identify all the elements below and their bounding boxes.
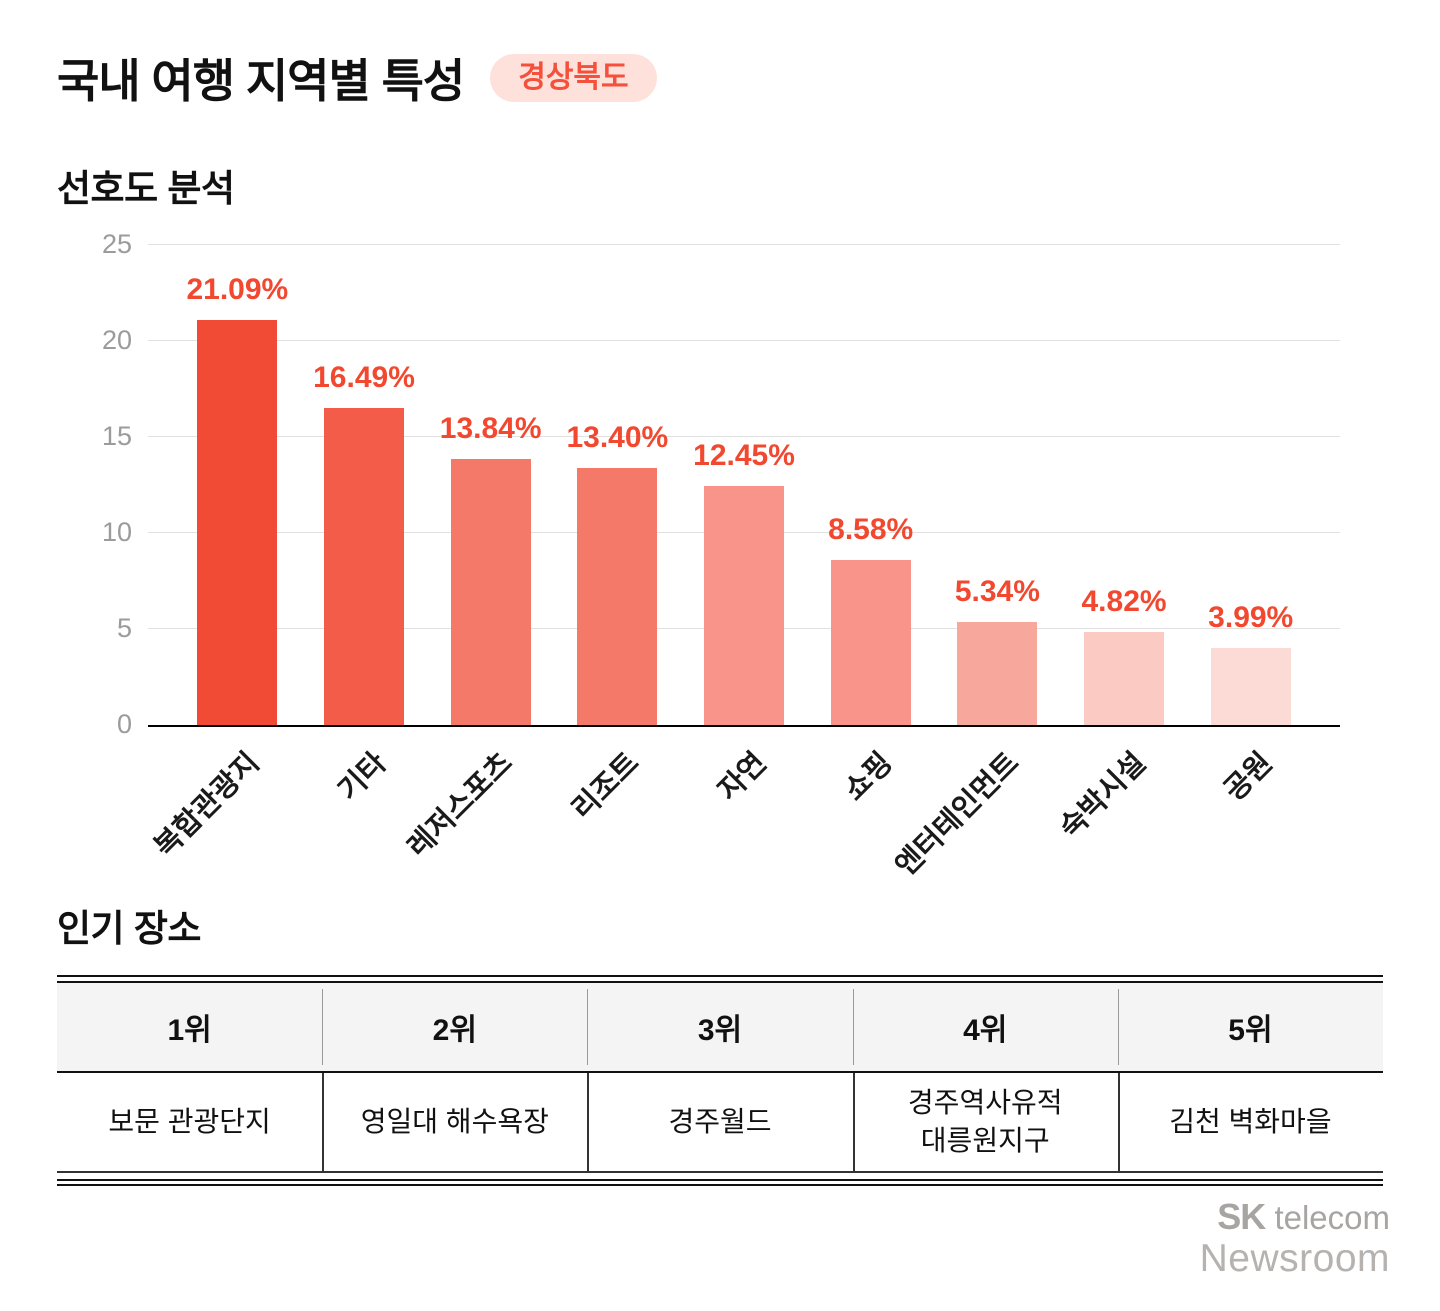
bar <box>1084 632 1165 725</box>
bar-slot: 13.84% 레저스포츠 <box>402 247 554 863</box>
region-badge: 경상북도 <box>490 54 657 102</box>
table-header-cell: 1위 <box>167 1014 212 1047</box>
x-axis-label: 공원 <box>1218 746 1279 808</box>
x-axis-label: 기타 <box>331 746 393 808</box>
bar <box>957 622 1038 725</box>
gridline-y-15 <box>148 436 1340 437</box>
bar <box>830 560 911 725</box>
brand-sk: SK <box>1217 1196 1266 1237</box>
bar-value-label: 4.82% <box>1081 585 1167 619</box>
bar-slot: 3.99% 공원 <box>1187 247 1314 807</box>
bar <box>704 485 785 725</box>
table-top-rule-2 <box>57 981 1383 983</box>
y-axis-tick-20: 20 <box>101 325 132 355</box>
table-header-cell: 5위 <box>1117 989 1383 1065</box>
bar-slot: 13.40% 리조트 <box>554 247 681 826</box>
table-header-divider <box>57 1071 1383 1073</box>
y-axis-tick-5: 5 <box>116 613 132 643</box>
x-axis-label: 자연 <box>711 746 773 808</box>
bar-value-label: 16.49% <box>313 361 415 395</box>
bar-value-label: 5.34% <box>954 575 1040 609</box>
bar-value-label: 13.40% <box>566 420 669 454</box>
bar-value-label: 3.99% <box>1208 601 1294 635</box>
y-axis-tick-0: 0 <box>116 709 132 739</box>
x-axis-label: 레저스포츠 <box>401 746 519 864</box>
x-axis-label: 숙박시설 <box>1054 746 1153 845</box>
y-axis-tick-15: 15 <box>101 421 132 451</box>
preference-section-heading: 선호도 분석 <box>57 168 235 209</box>
bars-container: 21.09% 복합관광지 16.49% 기타 13.84% 레저스포츠 13.40% 리조트 1… <box>148 247 1340 882</box>
gridline-y-25 <box>148 244 1340 245</box>
table-cell: 경주역사유적 대릉원지구 <box>852 1073 1118 1171</box>
x-axis-label: 쇼핑 <box>838 746 899 808</box>
y-axis-tick-25: 25 <box>101 229 132 259</box>
x-axis-label: 복합관광지 <box>148 746 266 864</box>
bar-slot: 8.58% 쇼핑 <box>807 247 934 807</box>
bar-value-label: 8.58% <box>828 513 914 547</box>
bar-slot: 21.09% 복합관광지 <box>149 247 301 864</box>
bar <box>197 320 278 725</box>
bar <box>577 467 658 725</box>
table-cell: 영일대 해수욕장 <box>322 1073 587 1171</box>
brand-sk-telecom: SK telecom <box>1200 1196 1390 1237</box>
table-header-row: 1위 2위 3위 4위 5위 <box>57 983 1383 1071</box>
bar <box>450 459 531 725</box>
bar <box>1210 648 1291 725</box>
bar-slot: 16.49% 기타 <box>301 247 428 807</box>
bar-slot: 5.34% 엔터테인먼트 <box>890 247 1061 882</box>
brand-telecom: telecom <box>1265 1199 1390 1236</box>
x-axis-label: 엔터테인먼트 <box>889 746 1026 883</box>
brand-footer: SK telecom Newsroom <box>1200 1196 1390 1282</box>
gridline-y-20 <box>148 340 1340 341</box>
brand-newsroom: Newsroom <box>1199 1237 1390 1281</box>
table-body-row: 보문 관광단지 영일대 해수욕장 경주월드 경주역사유적 대릉원지구 김천 벽화마을 <box>57 1073 1383 1173</box>
header: 국내 여행 지역별 특성 경상북도 <box>57 45 657 111</box>
preference-bar-chart: 0 5 10 15 20 25 21.09% 복합관광지 16.49% 기타 13.84% 레저스포츠… <box>102 231 1340 882</box>
bar-value-label: 13.84% <box>439 412 542 446</box>
page-title: 국내 여행 지역별 특성 <box>57 55 465 107</box>
x-axis-label: 리조트 <box>566 746 646 826</box>
bar-slot: 12.45% 자연 <box>681 247 808 807</box>
bar-slot: 4.82% 숙박시설 <box>1054 247 1188 844</box>
places-section-heading: 인기 장소 <box>57 908 201 949</box>
bar-value-label: 21.09% <box>186 273 289 307</box>
y-axis-tick-10: 10 <box>101 517 132 547</box>
table-cell: 보문 관광단지 <box>108 1106 271 1138</box>
table-bottom-rule-2 <box>57 1184 1383 1186</box>
table-header-cell: 4위 <box>852 989 1118 1065</box>
table-header-cell: 3위 <box>587 989 852 1065</box>
bar <box>324 408 404 725</box>
bar-value-label: 12.45% <box>693 438 795 472</box>
popular-places-table: 1위 2위 3위 4위 5위 보문 관광단지 영일대 해수욕장 경주월드 경주역사유적 대릉원… <box>57 975 1383 1186</box>
table-cell: 김천 벽화마을 <box>1117 1073 1383 1171</box>
table-top-rule-1 <box>57 975 1383 977</box>
table-header-cell: 2위 <box>322 989 587 1065</box>
table-cell: 경주월드 <box>587 1073 852 1171</box>
table-bottom-rule-1 <box>57 1179 1383 1181</box>
